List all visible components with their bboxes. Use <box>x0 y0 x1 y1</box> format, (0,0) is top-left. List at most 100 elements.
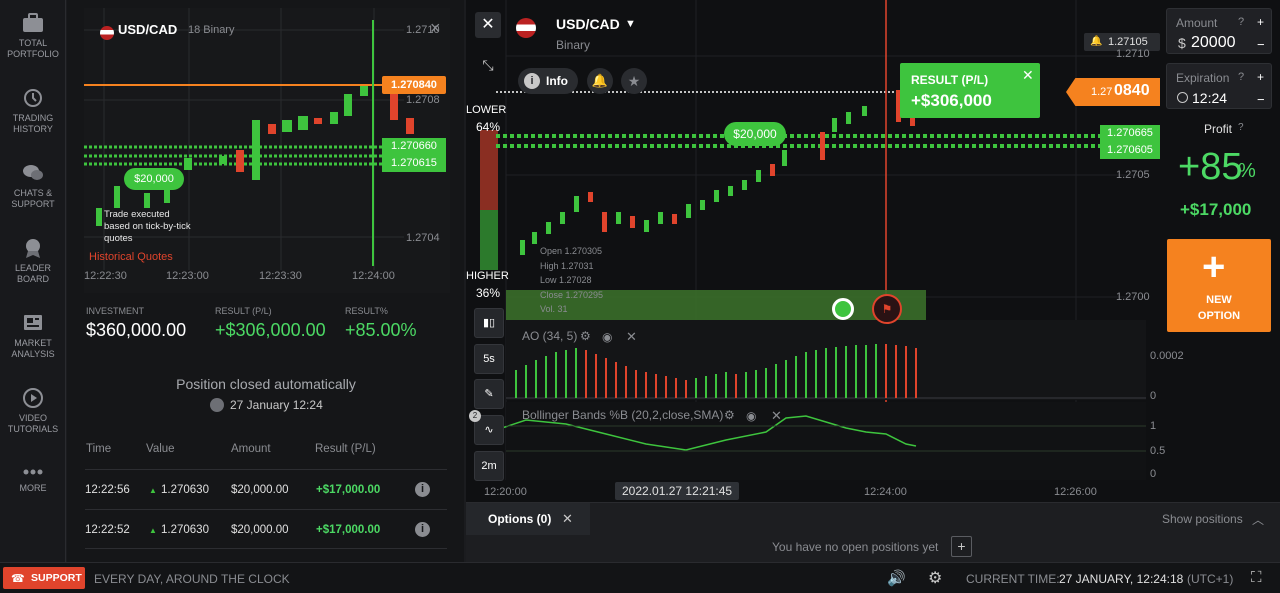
result-value: +$306,000.00 <box>215 320 326 340</box>
amount-label: Amount <box>1176 16 1218 30</box>
indicators-button[interactable]: ∿ 2 <box>469 410 504 445</box>
amount-field[interactable]: Amount ? + $ 20000 − <box>1166 8 1272 54</box>
trade-bubble[interactable]: $20,000 <box>724 122 786 146</box>
plus-icon[interactable]: + <box>1257 15 1265 29</box>
lower-pct: 64% <box>476 120 501 134</box>
result-popup-label: RESULT (P/L) <box>911 73 989 87</box>
up-arrow-icon: ▲ <box>149 526 157 535</box>
timeframe-button[interactable]: 5s <box>474 344 504 374</box>
ohlc-vol: Vol. 31 <box>540 304 568 314</box>
table-row[interactable]: 12:22:52 ▲ 1.270630 $20,000.00 +$17,000.… <box>85 509 447 549</box>
amount-value: 20000 <box>1191 34 1236 51</box>
nav-market-analysis[interactable]: MARKET ANALYSIS <box>0 312 66 360</box>
position-closed-text: Position closed automatically <box>176 376 356 392</box>
support-button[interactable]: ☎ SUPPORT <box>3 567 85 589</box>
new-option-button[interactable]: + NEW OPTION <box>1167 239 1271 332</box>
slogan: EVERY DAY, AROUND THE CLOCK <box>94 572 290 586</box>
options-tab[interactable]: Options (0) ✕ <box>466 503 590 535</box>
info-icon[interactable]: i <box>415 522 430 537</box>
eye-icon[interactable]: ◉ <box>602 330 613 344</box>
sound-icon[interactable]: 🔊 <box>887 570 906 587</box>
close-icon[interactable]: × <box>430 18 441 38</box>
level-tag: 1.270665 <box>1100 125 1160 141</box>
bell-icon: 🔔 <box>1090 36 1103 47</box>
info-icon[interactable]: i <box>415 482 430 497</box>
usd-cad-flag-icon <box>516 18 536 38</box>
clock-icon <box>1177 92 1188 103</box>
options-tab-label: Options (0) <box>488 512 552 526</box>
more-dots-icon <box>23 469 43 475</box>
close-icon[interactable]: ✕ <box>771 408 782 423</box>
clock-icon <box>210 398 224 412</box>
ohlc-close: Close 1.270295 <box>540 289 604 300</box>
row-result: +$17,000.00 <box>316 484 381 496</box>
current-price-small: 1.27 <box>1091 86 1113 98</box>
gear-icon[interactable]: ⚙ <box>724 408 735 422</box>
row-result: +$17,000.00 <box>316 524 381 536</box>
mini-price-label: 1.2710 <box>406 24 440 36</box>
help-icon[interactable]: ? <box>1238 16 1245 28</box>
current-price-big: 0840 <box>1114 82 1150 99</box>
currency-symbol: $ <box>1178 35 1186 51</box>
cursor-time-label: 2022.01.27 12:21:45 <box>615 482 740 500</box>
bell-icon[interactable]: 🔔 <box>587 68 613 94</box>
eye-icon[interactable]: ◉ <box>746 409 757 423</box>
chevron-down-icon[interactable]: ▼ <box>625 18 636 30</box>
mini-price-label: 1.2704 <box>406 232 440 244</box>
ao-label: AO (34, 5) <box>522 329 578 343</box>
minus-icon[interactable]: − <box>1257 92 1265 107</box>
current-price-tag: 1.27 0840 <box>1066 78 1160 106</box>
level-tag: 1.270605 <box>1100 141 1160 159</box>
close-chart-button[interactable]: ✕ <box>475 12 501 38</box>
main-chart-area[interactable]: ✕ ⤡ USD/CAD ▼ Binary i Info 🔔 ★ LOWER 64%… <box>466 0 1280 502</box>
time-axis-label: 12:26:00 <box>1054 486 1097 498</box>
nav-leader-board[interactable]: LEADER BOARD <box>0 237 66 285</box>
main-chart-canvas <box>480 0 1146 480</box>
price-alert-badge[interactable]: 🔔 1.27105 <box>1084 33 1160 51</box>
gear-icon[interactable]: ⚙ <box>928 570 943 587</box>
chart-type-button[interactable]: ▮▯ <box>474 308 504 338</box>
result-pct-label: RESULT% <box>345 306 388 316</box>
minus-icon[interactable]: − <box>1257 37 1265 52</box>
nav-chats-support[interactable]: CHATS & SUPPORT <box>0 162 66 210</box>
close-icon[interactable]: ✕ <box>1022 67 1034 83</box>
time-axis-label: 12:20:00 <box>484 486 527 498</box>
ao-zero-label: 0 <box>1150 390 1157 402</box>
add-position-button[interactable]: + <box>951 536 972 557</box>
profit-value: +$17,000 <box>1180 200 1252 219</box>
collapse-icon[interactable]: ⤡ <box>482 57 494 73</box>
chat-icon <box>23 165 43 180</box>
info-button[interactable]: i Info <box>518 68 578 94</box>
row-amount: $20,000.00 <box>231 484 289 496</box>
expiration-field[interactable]: Expiration ? + 12:24 − <box>1166 63 1272 109</box>
ohlc-low: Low 1.27028 <box>540 275 592 285</box>
nav-video-tutorials[interactable]: VIDEO TUTORIALS <box>0 387 66 435</box>
mini-chart-canvas <box>84 8 414 270</box>
time-axis-label: 12:24:00 <box>864 486 907 498</box>
plus-icon[interactable]: + <box>1257 70 1265 84</box>
wave-icon: ∿ <box>484 424 494 436</box>
bb-axis-label: 0.5 <box>1150 445 1166 457</box>
drawing-tool-button[interactable]: ✎ <box>474 379 504 409</box>
nav-more[interactable]: MORE <box>0 465 66 494</box>
expiration-interval-button[interactable]: 2m <box>474 451 504 481</box>
trade-executed-note: Trade executed based on tick-by-tick quote… <box>104 209 191 244</box>
left-nav: TOTAL PORTFOLIO TRADING HISTORY CHATS & SUP… <box>0 0 66 562</box>
star-icon[interactable]: ★ <box>621 68 647 94</box>
close-icon[interactable]: ✕ <box>562 511 573 526</box>
price-axis-label: 1.2710 <box>1116 48 1150 60</box>
table-row[interactable]: 12:22:56 ▲ 1.270630 $20,000.00 +$17,000.… <box>85 469 447 509</box>
close-icon[interactable]: ✕ <box>626 329 637 344</box>
chevron-up-icon[interactable]: ︿ <box>1252 513 1265 527</box>
nav-total-portfolio[interactable]: TOTAL PORTFOLIO <box>0 12 66 60</box>
gear-icon[interactable]: ⚙ <box>580 329 591 343</box>
row-value: 1.270630 <box>161 484 209 496</box>
help-icon[interactable]: ? <box>1238 71 1245 83</box>
historical-quotes-link[interactable]: Historical Quotes <box>89 251 173 263</box>
fullscreen-icon[interactable]: ⛶ <box>1251 569 1262 586</box>
help-icon[interactable]: ? <box>1238 122 1244 133</box>
nav-trading-history[interactable]: TRADING HISTORY <box>0 87 66 135</box>
asset-name[interactable]: USD/CAD <box>556 16 620 32</box>
chat-icon: ☎ <box>11 573 25 585</box>
show-positions-link[interactable]: Show positions <box>1162 512 1243 526</box>
